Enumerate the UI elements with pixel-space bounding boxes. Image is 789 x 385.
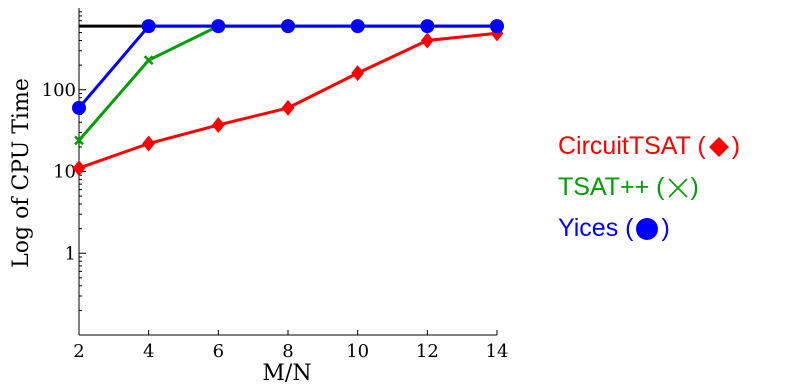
data-point (72, 160, 86, 177)
x-icon (667, 177, 688, 198)
line-chart: 2 4 6 8 10 12 14 1 10 100 M/N Log of CPU Time (9, 8, 509, 385)
data-point (281, 99, 295, 116)
legend-label: Yices ( (558, 214, 634, 242)
x-tick-label: 8 (282, 341, 293, 362)
y-axis-title: Log of CPU Time (9, 78, 34, 268)
legend-label-close: ) (661, 214, 670, 242)
data-point (211, 19, 226, 34)
data-point (74, 135, 84, 146)
legend: CircuitTSAT ( ) TSAT++ ( ) Yices ( ) (558, 126, 740, 249)
data-point (351, 65, 365, 82)
data-point (490, 19, 504, 34)
data-point (420, 32, 434, 49)
x-tick-label: 6 (213, 341, 224, 362)
data-point (490, 25, 504, 42)
data-point (143, 55, 154, 66)
legend-label: TSAT++ ( (558, 173, 665, 201)
series-circuittsat (72, 25, 504, 177)
x-axis-title: M/N (262, 361, 311, 385)
legend-item-yices: Yices ( ) (558, 208, 740, 249)
y-tick-label: 100 (42, 80, 76, 101)
series-yices (72, 19, 504, 115)
legend-item-circuittsat: CircuitTSAT ( ) (558, 126, 740, 167)
data-point (141, 19, 156, 34)
data-point (420, 19, 435, 34)
y-tick-label: 10 (53, 162, 76, 183)
legend-label: CircuitTSAT ( (558, 132, 706, 160)
x-tick-label: 2 (73, 341, 84, 362)
x-tick-label: 14 (486, 341, 509, 362)
axes: 2 4 6 8 10 12 14 1 10 100 (42, 8, 509, 362)
y-tick-label: 1 (65, 243, 76, 264)
diamond-icon (708, 136, 729, 157)
data-point (350, 19, 365, 34)
legend-label-close: ) (690, 173, 699, 201)
data-point (142, 135, 156, 152)
data-point (281, 19, 295, 34)
circle-icon (636, 217, 659, 240)
legend-item-tsatpp: TSAT++ ( ) (558, 167, 740, 208)
series-tsat- (74, 21, 224, 146)
data-point (211, 117, 225, 134)
legend-label-close: ) (731, 132, 741, 160)
x-tick-label: 4 (143, 341, 154, 362)
x-tick-label: 12 (416, 341, 439, 362)
x-tick-label: 10 (346, 341, 369, 362)
data-point (72, 100, 86, 115)
series-layer (72, 19, 504, 177)
